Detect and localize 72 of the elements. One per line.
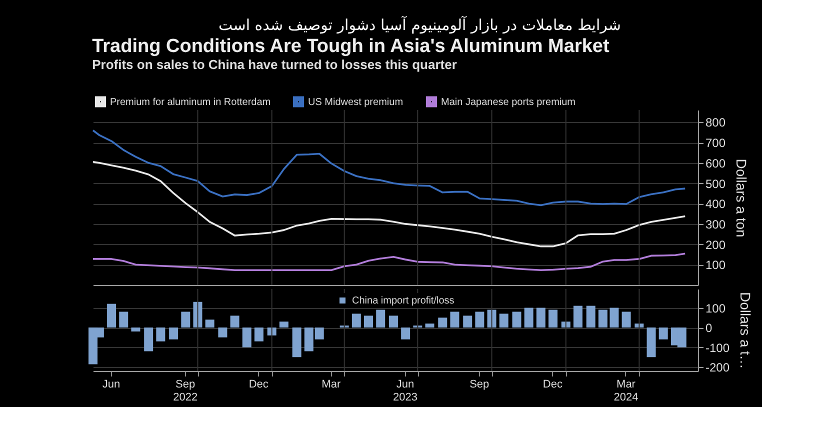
line-series <box>92 129 686 206</box>
bar <box>658 328 668 340</box>
bar <box>586 306 596 328</box>
bar <box>548 310 558 328</box>
chart-subtitle: Profits on sales to China have turned to losses this quarter <box>92 57 457 72</box>
y-tick-label: 100 <box>706 258 726 272</box>
bar <box>524 308 534 328</box>
y-tick-label: 100 <box>706 301 726 316</box>
y-tick-label: -200 <box>706 360 730 375</box>
bar <box>425 324 434 328</box>
line-series <box>92 252 686 272</box>
x-tick-label: Mar <box>322 378 341 390</box>
x-tick-label: Sep <box>470 378 490 390</box>
bar <box>450 312 460 328</box>
bar <box>573 306 582 328</box>
legend-label: Premium for aluminum in Rotterdam <box>110 96 271 108</box>
bar <box>487 310 496 328</box>
y2-axis-title: Dollars a t… <box>738 292 754 370</box>
bar <box>205 320 214 328</box>
bar <box>279 322 288 328</box>
chart-title: Trading Conditions Are Tough in Asia's Aluminum Market <box>92 36 610 57</box>
legend-label: Main Japanese ports premium <box>441 96 576 108</box>
bar <box>463 316 472 328</box>
x-tick-label: Jun <box>102 378 120 390</box>
line-series <box>92 160 686 248</box>
bar <box>144 328 154 352</box>
y-tick-label: 700 <box>706 136 726 150</box>
bar <box>352 314 361 328</box>
bar <box>512 312 522 328</box>
bar <box>561 322 570 328</box>
bar <box>119 312 128 328</box>
bar <box>536 308 546 328</box>
bar <box>292 328 302 358</box>
bar <box>230 316 240 328</box>
x-tick-label: Dec <box>542 378 563 390</box>
bar <box>401 328 410 340</box>
x-tick-label: Sep 2022 <box>173 378 198 404</box>
x-tick-label: Mar 2024 <box>614 378 638 404</box>
legend-label: US Midwest premium <box>308 96 404 108</box>
y-tick-label: 0 <box>706 321 712 336</box>
y2-axis-title: Dollars a ton <box>734 158 750 238</box>
bar <box>254 328 264 342</box>
bar <box>364 316 374 328</box>
bar <box>499 314 508 328</box>
y-tick-label: 200 <box>706 238 726 252</box>
bar <box>388 316 398 328</box>
y-tick-label: 800 <box>706 116 726 130</box>
bar <box>181 312 190 328</box>
bar <box>107 304 116 328</box>
y-tick-label: 600 <box>706 156 726 170</box>
bar <box>622 312 631 328</box>
x-tick-label: Dec <box>248 378 269 390</box>
bar <box>438 318 448 328</box>
y-tick-label: -100 <box>706 340 730 355</box>
bar <box>156 328 166 342</box>
bar <box>634 324 644 328</box>
bar <box>610 308 619 328</box>
bar <box>376 310 386 328</box>
y-tick-label: 300 <box>706 217 726 232</box>
y-tick-label: 500 <box>706 176 726 191</box>
bar <box>218 328 228 338</box>
bar <box>242 328 252 348</box>
bar <box>598 310 608 328</box>
bar <box>131 328 140 332</box>
legend-label: China import profit/loss <box>352 296 454 306</box>
bar <box>267 328 276 336</box>
text: شرایط معاملات در بازار آلومینیوم آسیا دشوار توصیف شده است <box>218 15 621 34</box>
y-tick-label: 400 <box>706 197 726 212</box>
bar <box>169 328 178 340</box>
x-tick-label: Jun 2023 <box>393 378 418 404</box>
bar <box>475 312 484 328</box>
bar <box>646 328 656 358</box>
